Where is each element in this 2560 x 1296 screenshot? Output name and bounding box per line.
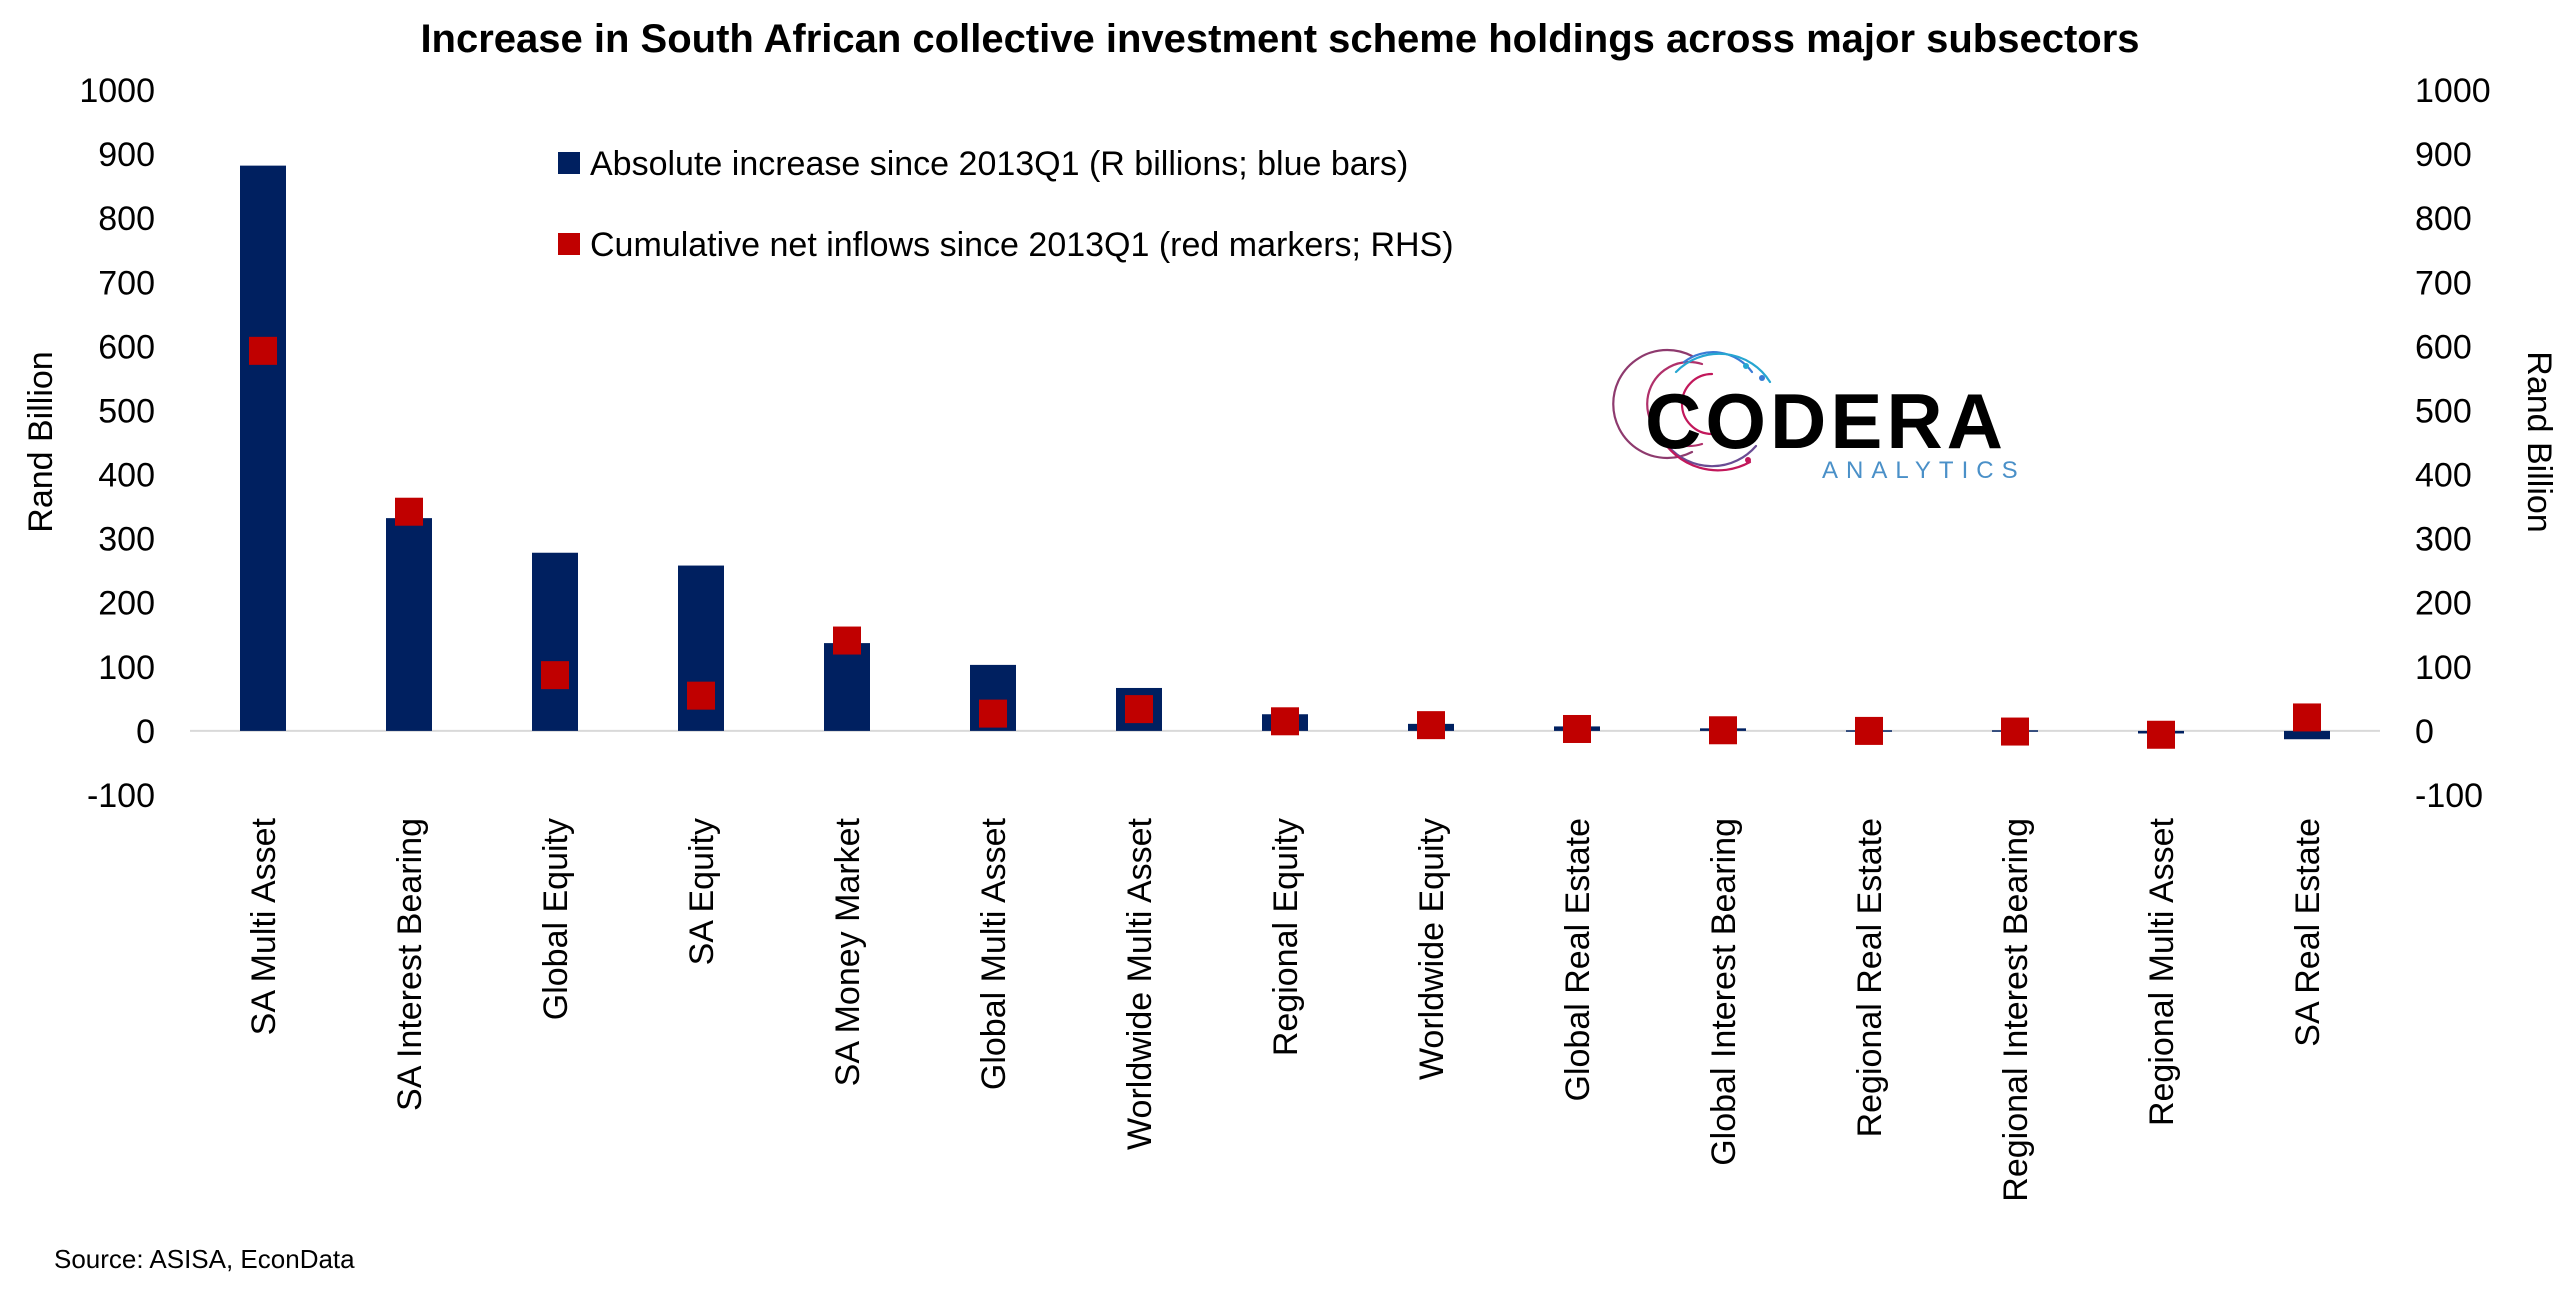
y-axis-label-right: Rand Billion: [2520, 351, 2558, 532]
y-tick-right: 900: [2415, 136, 2472, 174]
y-tick-right: 700: [2415, 264, 2472, 302]
y-tick-right: 300: [2415, 521, 2472, 559]
x-category-label: Regional Interest Bearing: [1997, 818, 2035, 1202]
y-axis-label-left: Rand Billion: [22, 351, 60, 532]
y-tick-right: 400: [2415, 457, 2472, 495]
bar: [532, 552, 578, 731]
marker: [2147, 720, 2175, 749]
y-tick-right: 500: [2415, 392, 2472, 430]
marker: [395, 497, 423, 526]
x-category-label: Global Real Estate: [1559, 818, 1597, 1102]
x-category-label: SA Interest Bearing: [391, 818, 429, 1111]
y-tick-right: 800: [2415, 200, 2472, 238]
x-axis-categories: SA Multi Asset SA Interest Bearing Global …: [245, 817, 2327, 1201]
x-category-label: SA Real Estate: [2289, 818, 2327, 1047]
x-category-label: Global Equity: [537, 818, 575, 1020]
marker-series: [249, 336, 2321, 749]
y-tick-left: 1000: [79, 72, 155, 110]
chart-title: Increase in South African collective inv…: [420, 17, 2139, 61]
legend-label-markers: Cumulative net inflows since 2013Q1 (red…: [590, 226, 1454, 264]
y-tick-left: 400: [98, 457, 155, 495]
x-category-label: SA Equity: [683, 818, 721, 965]
marker: [1125, 695, 1153, 724]
x-category-label: SA Multi Asset: [245, 817, 283, 1035]
bar: [824, 643, 870, 731]
marker: [2001, 717, 2029, 746]
y-tick-left: -100: [87, 777, 155, 815]
x-category-label: Global Interest Bearing: [1705, 818, 1743, 1166]
y-tick-right: -100: [2415, 777, 2483, 815]
y-tick-left: 0: [136, 713, 155, 751]
legend-swatch-markers: [558, 233, 580, 255]
y-tick-left: 600: [98, 328, 155, 366]
y-tick-left: 900: [98, 136, 155, 174]
codera-analytics-logo: CODERA ANALYTICS: [1612, 348, 2026, 484]
x-category-label: Global Multi Asset: [975, 817, 1013, 1090]
y-tick-left: 300: [98, 521, 155, 559]
marker: [2293, 703, 2321, 732]
marker: [1271, 707, 1299, 736]
marker: [833, 626, 861, 655]
x-category-label: Worldwide Equity: [1413, 818, 1451, 1080]
marker: [979, 699, 1007, 728]
marker: [541, 661, 569, 690]
logo-wordmark: CODERA: [1645, 377, 2007, 465]
y-tick-right: 200: [2415, 585, 2472, 623]
legend-swatch-bars: [558, 152, 580, 174]
x-category-label: Worldwide Multi Asset: [1121, 817, 1159, 1149]
marker: [1855, 716, 1883, 745]
source-note: Source: ASISA, EconData: [54, 1244, 355, 1274]
marker: [249, 336, 277, 365]
x-category-label: SA Money Market: [829, 817, 867, 1086]
bar: [240, 165, 286, 731]
legend-label-bars: Absolute increase since 2013Q1 (R billio…: [590, 145, 1408, 183]
y-tick-left: 100: [98, 649, 155, 687]
x-category-label: Regional Equity: [1267, 818, 1305, 1056]
marker: [1709, 716, 1737, 745]
y-tick-right: 1000: [2415, 72, 2491, 110]
y-tick-left: 200: [98, 585, 155, 623]
marker: [687, 681, 715, 710]
y-tick-right: 600: [2415, 328, 2472, 366]
y-tick-left: 700: [98, 264, 155, 302]
x-category-label: Regional Real Estate: [1851, 818, 1889, 1137]
marker: [1563, 714, 1591, 743]
bar: [2284, 730, 2330, 740]
logo-arcs-icon: [1612, 348, 1772, 472]
y-tick-left: 500: [98, 392, 155, 430]
bar: [386, 518, 432, 731]
logo-tagline: ANALYTICS: [1822, 457, 2026, 484]
y-tick-left: 800: [98, 200, 155, 238]
legend: Absolute increase since 2013Q1 (R billio…: [558, 145, 1454, 264]
y-tick-right: 0: [2415, 713, 2434, 751]
marker: [1417, 711, 1445, 740]
y-tick-right: 100: [2415, 649, 2472, 687]
x-category-label: Regional Multi Asset: [2143, 817, 2181, 1126]
